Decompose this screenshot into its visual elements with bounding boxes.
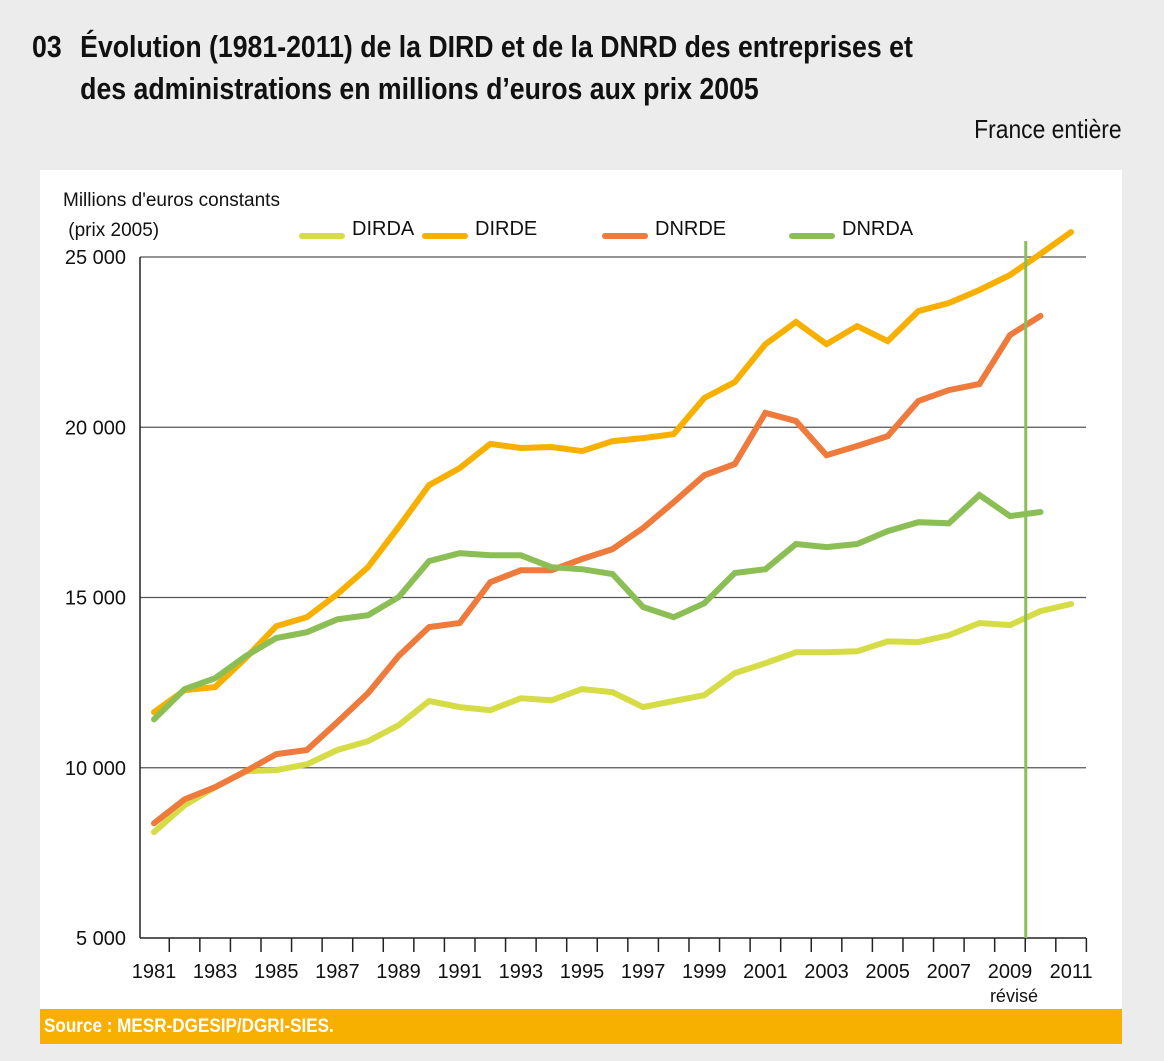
y-axis-label-line-2: (prix 2005) — [63, 220, 159, 241]
x-axis-ticks: 1981 1983 1985 1987 1989 1991 1993 1995 1997 1999… — [132, 938, 1093, 983]
series-line-dirda — [151, 601, 1075, 836]
revision-annotation: révisé — [990, 241, 1038, 1006]
source-bar: Source : MESR-DGESIP/DGRI-SIES. — [40, 1009, 1122, 1044]
y-axis-label-line-1: Millions d'euros constants — [63, 190, 280, 211]
legend-item-dirda: DIRDA — [299, 218, 415, 240]
axes — [139, 257, 1086, 939]
figure-title: 03 Évolution (1981-2011) de la DIRD et de… — [32, 26, 978, 110]
region-subtitle: France entière — [974, 114, 1122, 144]
y-tick-label: 5 000 — [76, 928, 126, 950]
series-line-dirde — [151, 229, 1075, 716]
x-tick-label: 1999 — [682, 961, 727, 983]
x-tick-label: 1991 — [437, 961, 482, 983]
series-line-dnrde — [151, 312, 1044, 827]
legend-label: DNRDA — [842, 218, 914, 240]
x-tick-label: 1983 — [193, 961, 238, 983]
x-tick-label: 1993 — [499, 961, 544, 983]
y-tick-label: 15 000 — [65, 588, 126, 610]
legend-label: DIRDA — [352, 218, 415, 240]
figure-number: 03 — [32, 29, 62, 64]
x-tick-label: 1989 — [376, 961, 421, 983]
y-axis-ticks: 5 000 10 000 15 000 20 000 25 000 — [65, 247, 126, 950]
legend: DIRDA DIRDE DNRDE DNRDA — [299, 218, 914, 240]
legend-item-dnrda: DNRDA — [789, 218, 914, 240]
x-tick-label: 1981 — [132, 961, 177, 983]
series-line-dnrda — [151, 491, 1044, 723]
x-tick-label: 2009 — [988, 961, 1033, 983]
x-tick-label: 2005 — [865, 961, 910, 983]
title-line-1: Évolution (1981-2011) de la DIRD et de l… — [80, 29, 913, 64]
x-tick-label: 1987 — [315, 961, 360, 983]
y-tick-label: 10 000 — [65, 758, 126, 780]
legend-item-dnrde: DNRDE — [602, 218, 726, 240]
gridlines — [140, 256, 1086, 769]
legend-label: DIRDE — [475, 218, 537, 240]
x-tick-label: 1997 — [621, 961, 666, 983]
source-text: Source : MESR-DGESIP/DGRI-SIES. — [44, 1016, 334, 1037]
series-lines — [151, 229, 1075, 836]
y-tick-label: 25 000 — [65, 247, 126, 269]
x-tick-label: 2011 — [1050, 961, 1093, 983]
legend-label: DNRDE — [655, 218, 726, 240]
chart-panel — [40, 170, 1122, 1013]
revision-label: révisé — [990, 986, 1038, 1006]
x-tick-label: 1995 — [560, 961, 605, 983]
title-line-2: des administrations en millions d’euros … — [80, 71, 759, 106]
x-tick-label: 1985 — [254, 961, 299, 983]
x-tick-label: 2007 — [927, 961, 972, 983]
y-tick-label: 20 000 — [65, 417, 126, 439]
x-tick-label: 2001 — [743, 961, 788, 983]
x-tick-label: 2003 — [804, 961, 849, 983]
legend-item-dirde: DIRDE — [422, 218, 537, 240]
